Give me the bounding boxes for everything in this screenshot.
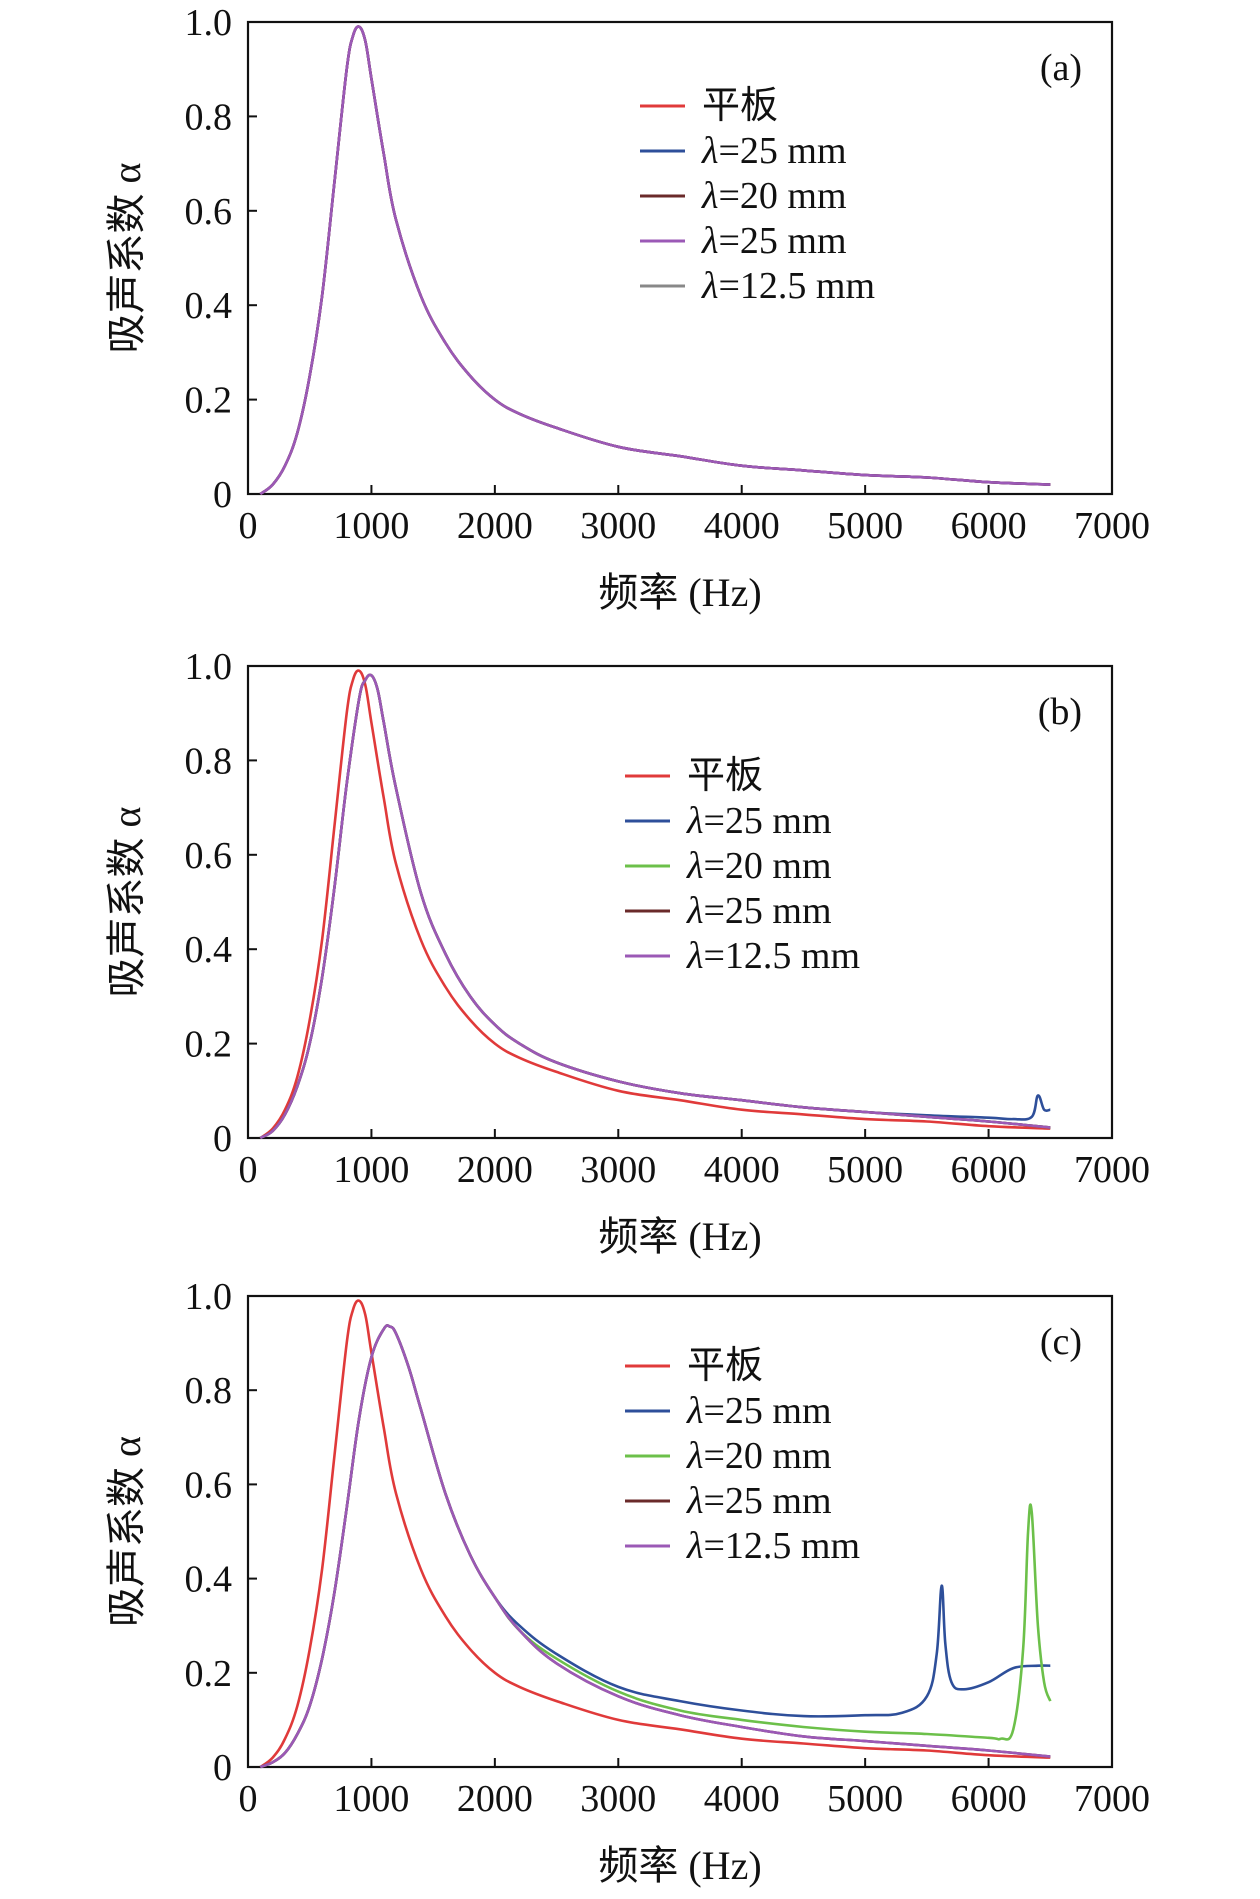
y-tick-label: 1.0 [185, 2, 233, 44]
x-tick-label: 6000 [951, 505, 1027, 547]
legend-entry-2: λ=25 mm [686, 1390, 832, 1432]
x-tick-label: 0 [239, 1778, 258, 1820]
y-tick-label: 0 [213, 1118, 232, 1160]
x-tick-label: 2000 [457, 1149, 533, 1191]
y-tick-label: 0.2 [185, 1024, 233, 1066]
x-tick-label: 3000 [580, 1778, 656, 1820]
plot-frame [246, 664, 1114, 1140]
panel-label: (c) [1040, 1321, 1082, 1363]
x-tick-label: 0 [239, 505, 258, 547]
legend-entry-5: λ=12.5 mm [686, 1525, 860, 1567]
x-tick-label: 7000 [1074, 505, 1150, 547]
x-tick-label: 1000 [333, 505, 409, 547]
legend-entry-5: λ=12.5 mm [701, 265, 875, 307]
x-tick-label: 2000 [457, 1778, 533, 1820]
y-tick-label: 0.6 [185, 835, 233, 877]
chart-panel-3: 0 1000 2000 3000 4000 5000 6000 7000 0 0.2 0.4 0.6 0… [104, 1276, 1150, 1888]
legend-entry-1: 平板 [687, 755, 763, 797]
series-line-4 [259, 25, 1051, 496]
legend-entry-3: λ=20 mm [686, 845, 832, 887]
plot-frame [246, 20, 1114, 496]
chart-panel-2: 0 1000 2000 3000 4000 5000 6000 7000 0 0.2 0.4 0.6 0… [104, 646, 1150, 1259]
y-tick-label: 0.8 [185, 96, 233, 138]
series-line-1 [259, 25, 1051, 496]
plot-frame [246, 1294, 1114, 1769]
chart-panel-1: 0 1000 2000 3000 4000 5000 6000 7000 0 0.2 0.4 0.6 0… [104, 2, 1150, 615]
x-tick-label: 1000 [333, 1778, 409, 1820]
panel-label: (b) [1038, 691, 1082, 733]
y-tick-label: 0.4 [185, 1559, 233, 1601]
legend-entry-2: λ=25 mm [701, 130, 847, 172]
legend-entry-4: λ=25 mm [686, 1480, 832, 1522]
x-tick-label: 5000 [827, 1778, 903, 1820]
legend-entry-1: 平板 [687, 1345, 763, 1387]
series-line-2 [259, 673, 1051, 1140]
x-tick-label: 1000 [333, 1149, 409, 1191]
x-tick-label: 4000 [704, 505, 780, 547]
y-tick-label: 0.2 [185, 380, 233, 422]
y-tick-label: 0.8 [185, 740, 233, 782]
x-tick-label: 0 [239, 1149, 258, 1191]
y-tick-label: 1.0 [185, 1276, 233, 1318]
y-tick-label: 0.6 [185, 191, 233, 233]
series-line-2 [259, 25, 1051, 496]
y-tick-label: 0.2 [185, 1653, 233, 1695]
y-tick-label: 1.0 [185, 646, 233, 688]
x-tick-label: 5000 [827, 505, 903, 547]
y-axis-title: 吸声系数 α [104, 1436, 149, 1627]
series-line-1 [259, 1299, 1051, 1769]
x-tick-label: 3000 [580, 505, 656, 547]
legend-entry-5: λ=12.5 mm [686, 935, 860, 977]
y-tick-label: 0.4 [185, 285, 233, 327]
legend-entry-4: λ=25 mm [701, 220, 847, 262]
y-axis-title: 吸声系数 α [104, 806, 149, 997]
legend-entry-2: λ=25 mm [686, 800, 832, 842]
x-axis-title: 频率 (Hz) [598, 1843, 761, 1888]
legend-entry-3: λ=20 mm [686, 1435, 832, 1477]
x-tick-label: 3000 [580, 1149, 656, 1191]
x-axis-title: 频率 (Hz) [598, 1214, 761, 1259]
x-tick-label: 7000 [1074, 1149, 1150, 1191]
series-line-3 [259, 25, 1051, 496]
y-tick-label: 0.8 [185, 1370, 233, 1412]
series-line-3 [259, 673, 1051, 1140]
series-line-5 [259, 673, 1051, 1140]
x-axis-title: 频率 (Hz) [598, 570, 761, 615]
y-tick-label: 0.4 [185, 929, 233, 971]
legend-entry-3: λ=20 mm [701, 175, 847, 217]
x-tick-label: 7000 [1074, 1778, 1150, 1820]
x-tick-label: 6000 [951, 1778, 1027, 1820]
x-tick-label: 4000 [704, 1149, 780, 1191]
y-tick-label: 0 [213, 474, 232, 516]
legend-entry-4: λ=25 mm [686, 890, 832, 932]
y-axis-title: 吸声系数 α [104, 162, 149, 353]
panel-label: (a) [1040, 47, 1082, 89]
x-tick-label: 2000 [457, 505, 533, 547]
y-tick-label: 0 [213, 1747, 232, 1789]
y-tick-label: 0.6 [185, 1464, 233, 1506]
x-tick-label: 5000 [827, 1149, 903, 1191]
legend-entry-1: 平板 [702, 85, 778, 127]
series-line-4 [259, 673, 1051, 1140]
series-line-5 [259, 1324, 1051, 1769]
x-tick-label: 6000 [951, 1149, 1027, 1191]
x-tick-label: 4000 [704, 1778, 780, 1820]
series-line-1 [259, 669, 1051, 1140]
